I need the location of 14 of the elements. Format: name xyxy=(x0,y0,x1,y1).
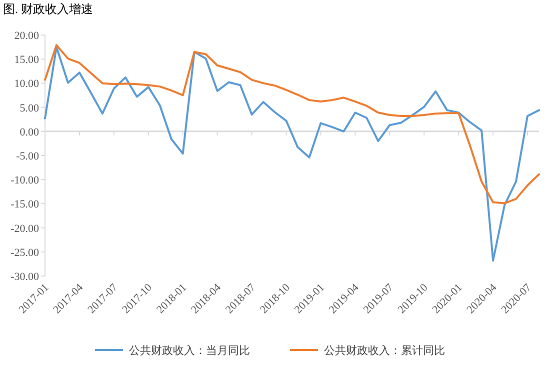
y-tick-label: -20.00 xyxy=(10,222,40,235)
title: 图. 财政收入增速 xyxy=(3,2,93,16)
y-tick-label: -25.00 xyxy=(10,246,40,259)
y-tick-label: -15.00 xyxy=(10,198,40,211)
legend-label: 公共财政收入：累计同比 xyxy=(324,344,445,357)
y-tick-label: -10.00 xyxy=(10,174,40,187)
y-tick-label: -5.00 xyxy=(16,150,40,162)
y-tick-label: 5.00 xyxy=(20,102,40,114)
y-tick-label: 10.00 xyxy=(14,78,40,90)
y-tick-label: 20.00 xyxy=(14,30,40,42)
y-tick-label: 15.00 xyxy=(14,54,40,66)
legend-label: 公共财政收入：当月同比 xyxy=(129,344,250,357)
y-tick-label: -30.00 xyxy=(10,271,40,283)
y-tick-label: 0.00 xyxy=(20,126,40,138)
